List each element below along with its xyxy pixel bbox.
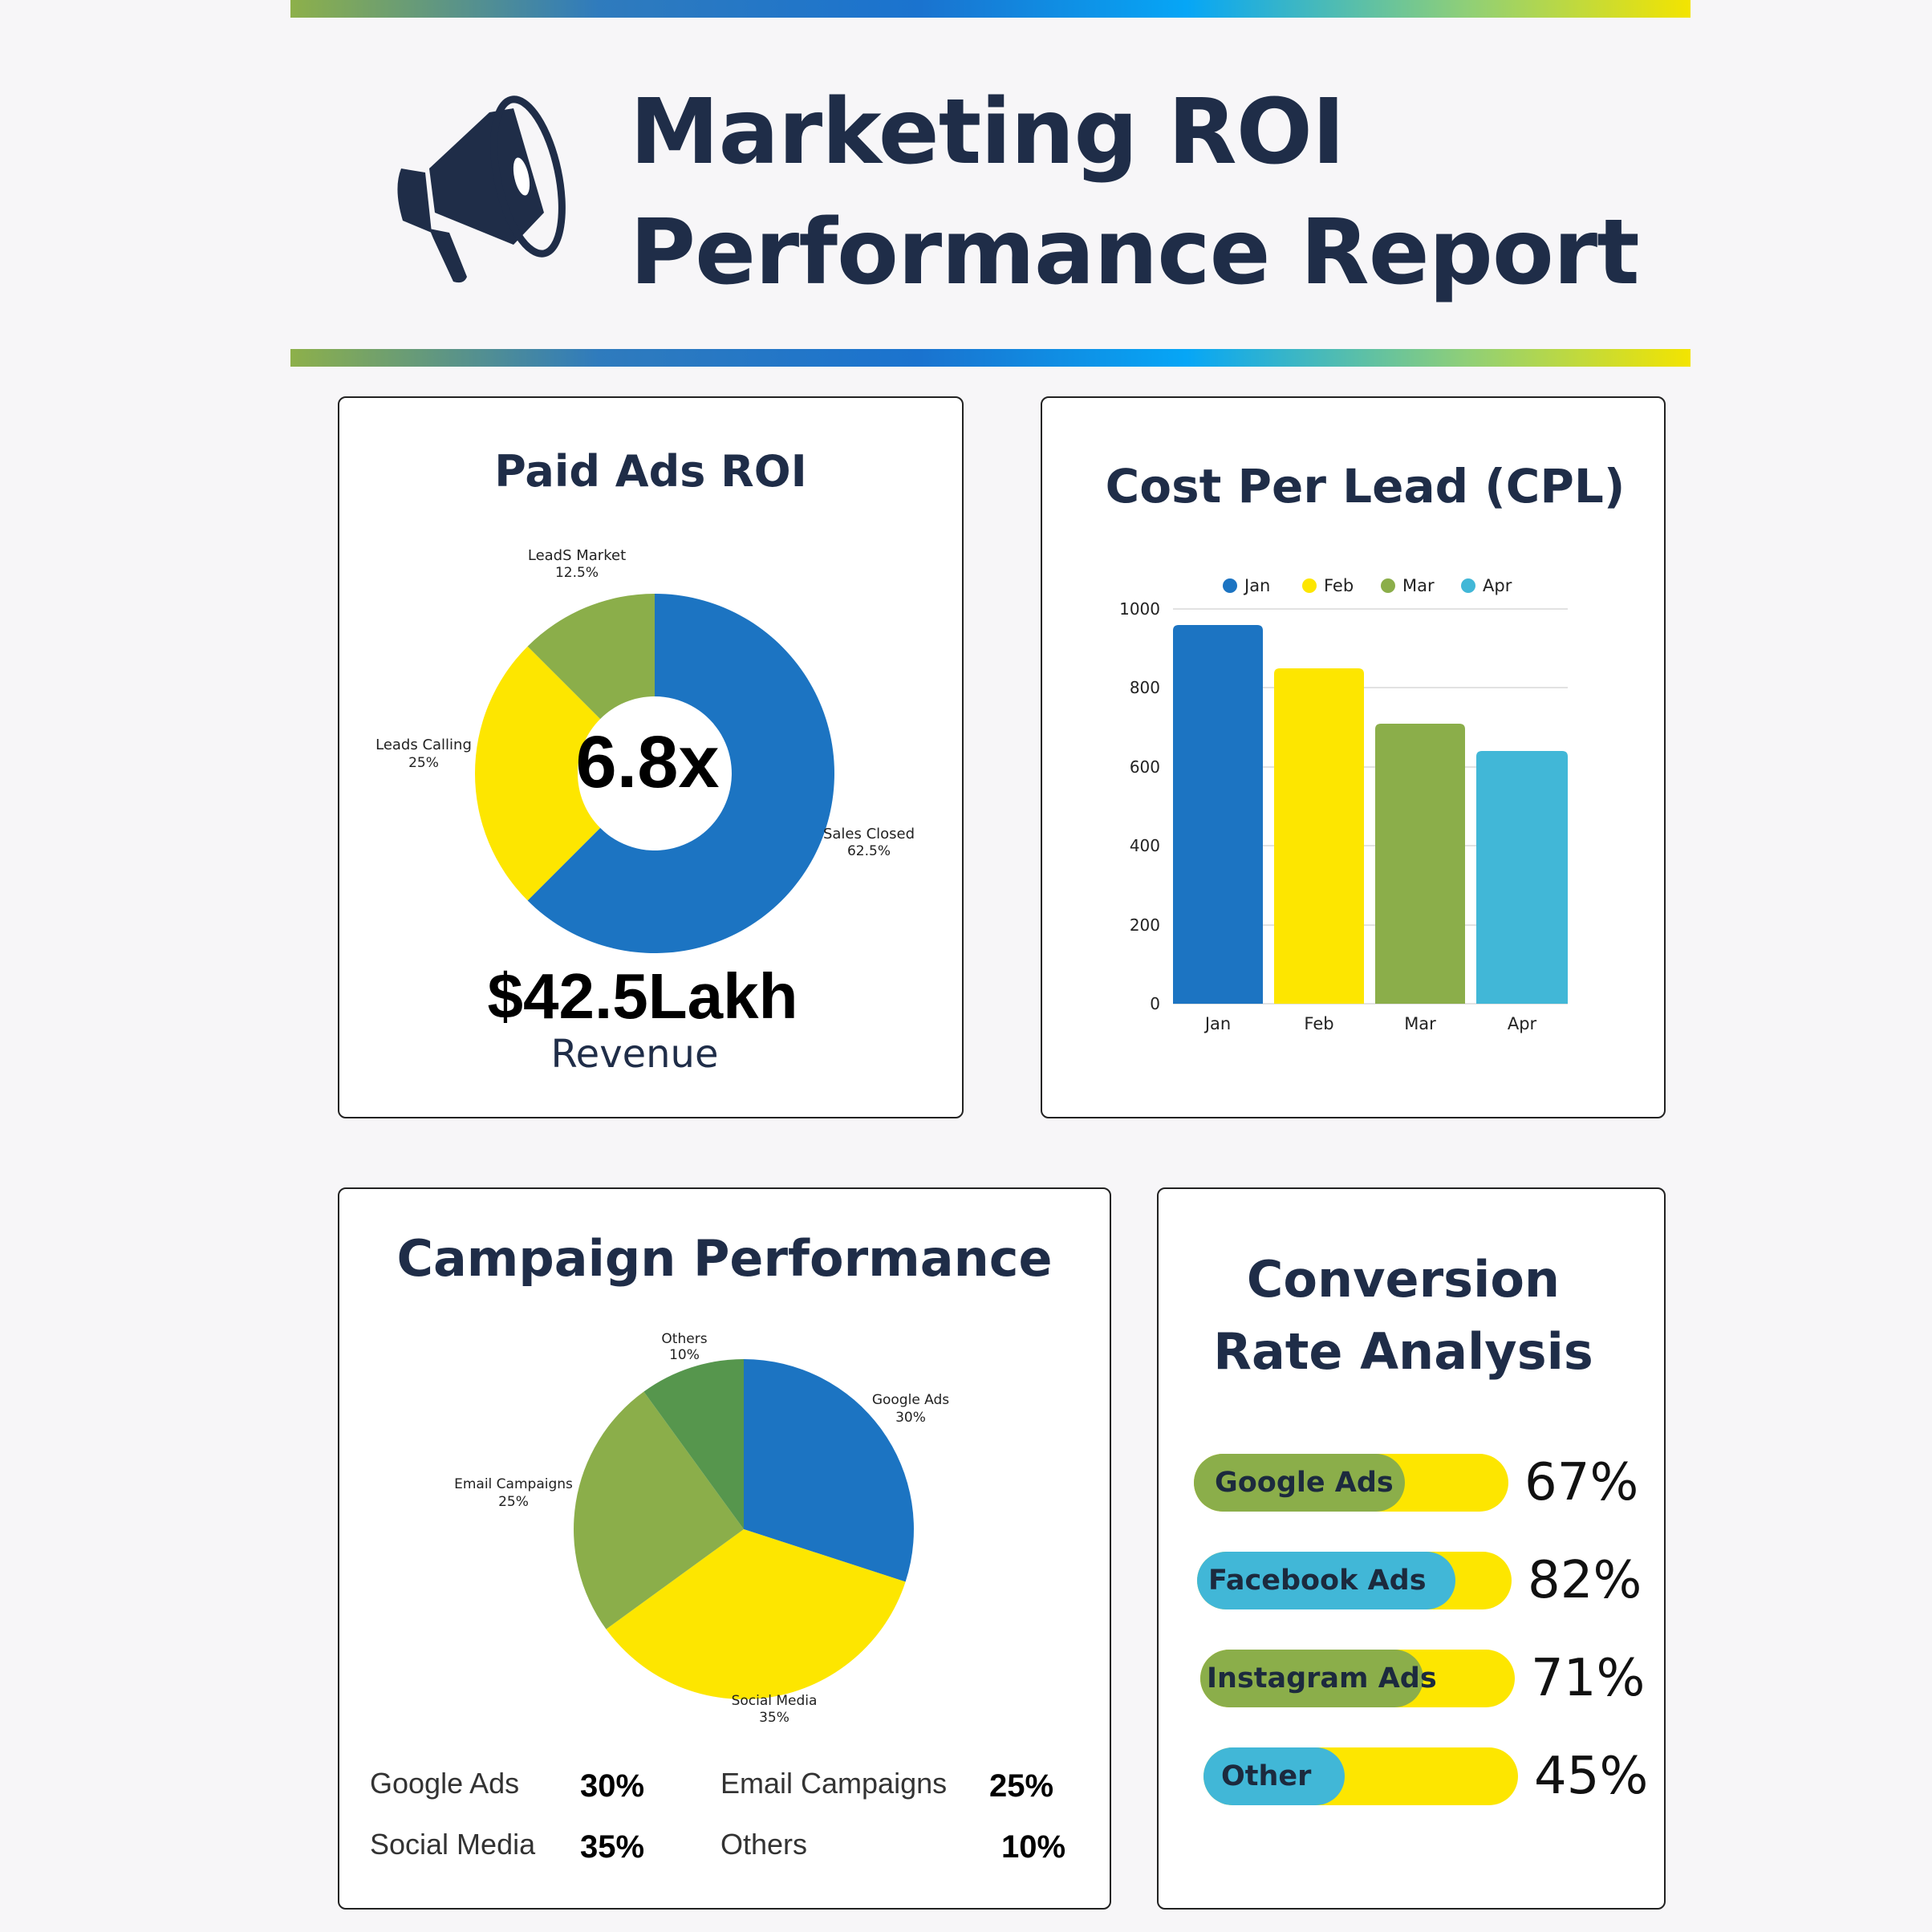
progress-fill xyxy=(1194,1454,1405,1512)
svg-text:200: 200 xyxy=(1130,915,1160,935)
paid-ads-roi-card: Paid Ads ROI LeadS Market 12.5% Leads Ca… xyxy=(338,396,964,1118)
svg-text:Apr: Apr xyxy=(1508,1014,1537,1033)
revenue-value: $42.5Lakh xyxy=(487,960,798,1032)
revenue-label: Revenue xyxy=(550,1032,719,1077)
legend-email-value: 25% xyxy=(989,1768,1054,1804)
legend-social-value: 35% xyxy=(580,1829,645,1865)
conversion-label: Instagram Ads xyxy=(1207,1662,1437,1695)
svg-text:62.5%: 62.5% xyxy=(847,843,891,859)
bar-apr xyxy=(1476,751,1568,1004)
svg-text:Feb: Feb xyxy=(1304,1014,1333,1033)
legend-others-value: 10% xyxy=(1001,1829,1066,1865)
conversion-pct: 82% xyxy=(1528,1551,1642,1610)
cpl-bar-chart: Jan Feb Mar Apr 1000 800 600 400 200 0 xyxy=(1119,576,1568,1033)
legend-others-name: Others xyxy=(720,1828,808,1861)
conversion-row-google-ads: Google Ads 67% xyxy=(1194,1453,1643,1512)
campaign-performance-card: Campaign Performance Others 10% Google A… xyxy=(338,1187,1111,1910)
progress-track xyxy=(1197,1552,1512,1609)
svg-text:25%: 25% xyxy=(408,755,439,771)
cpl-title: Cost Per Lead (CPL) xyxy=(1105,459,1626,513)
roi-multiplier: 6.8x xyxy=(575,721,720,803)
legend-google-ads-value: 30% xyxy=(580,1768,645,1804)
slice-label-others: Others xyxy=(661,1331,707,1347)
svg-text:Jan: Jan xyxy=(1203,1014,1231,1033)
bar-mar xyxy=(1375,724,1465,1004)
cpl-legend: Jan Feb Mar Apr xyxy=(1223,576,1512,595)
title-line-2: Performance Report xyxy=(630,201,1640,305)
conversion-pct: 67% xyxy=(1524,1453,1639,1512)
campaign-pie-chart: Others 10% Google Ads 30% Email Campaign… xyxy=(454,1331,949,1726)
cpl-card: Cost Per Lead (CPL) Jan Feb Mar Apr 1000… xyxy=(1041,396,1666,1118)
conversion-pct: 71% xyxy=(1531,1649,1646,1708)
conversion-title-line-1: Conversion xyxy=(1246,1250,1561,1309)
conversion-label: Facebook Ads xyxy=(1208,1565,1427,1597)
svg-text:Feb: Feb xyxy=(1324,576,1354,595)
svg-text:12.5%: 12.5% xyxy=(555,565,599,581)
conversion-row-instagram-ads: Instagram Ads 71% xyxy=(1200,1649,1650,1708)
conversion-pct: 45% xyxy=(1534,1747,1649,1806)
svg-text:400: 400 xyxy=(1130,836,1160,855)
progress-fill xyxy=(1197,1552,1455,1609)
conversion-row-other: Other 45% xyxy=(1203,1747,1653,1806)
svg-text:25%: 25% xyxy=(498,1494,529,1510)
svg-text:30%: 30% xyxy=(895,1410,926,1426)
legend-email-name: Email Campaigns xyxy=(720,1767,948,1800)
conversion-title-line-2: Rate Analysis xyxy=(1213,1322,1593,1381)
roi-donut-chart: LeadS Market 12.5% Leads Calling 25% Sal… xyxy=(375,547,915,953)
conversion-row-facebook-ads: Facebook Ads 82% xyxy=(1197,1551,1646,1610)
svg-text:1000: 1000 xyxy=(1119,599,1160,619)
report-title: Marketing ROI Performance Report xyxy=(630,72,1640,313)
svg-text:35%: 35% xyxy=(759,1710,789,1726)
conversion-rate-card: Conversion Rate Analysis Google Ads 67% … xyxy=(1157,1187,1666,1910)
svg-text:Jan: Jan xyxy=(1243,576,1270,595)
megaphone-icon xyxy=(397,95,566,283)
svg-text:Mar: Mar xyxy=(1404,1014,1436,1033)
slice-label-email: Email Campaigns xyxy=(454,1476,573,1492)
progress-track xyxy=(1194,1454,1508,1512)
campaign-title: Campaign Performance xyxy=(396,1229,1053,1288)
svg-text:600: 600 xyxy=(1130,757,1160,777)
legend-google-ads-name: Google Ads xyxy=(370,1767,520,1800)
legend-social-name: Social Media xyxy=(370,1828,536,1861)
progress-fill xyxy=(1203,1747,1345,1805)
svg-text:800: 800 xyxy=(1130,678,1160,697)
segment-label-leads-market: LeadS Market xyxy=(528,547,626,564)
conversion-label: Other xyxy=(1221,1760,1312,1792)
svg-text:0: 0 xyxy=(1150,994,1160,1013)
slice-label-social-media: Social Media xyxy=(732,1693,818,1709)
slice-label-google-ads: Google Ads xyxy=(872,1392,949,1408)
bar-jan xyxy=(1173,625,1263,1004)
svg-text:Mar: Mar xyxy=(1402,576,1435,595)
top-gradient-bar xyxy=(290,0,1690,18)
progress-track xyxy=(1200,1650,1515,1707)
svg-text:Apr: Apr xyxy=(1483,576,1512,595)
paid-ads-roi-title: Paid Ads ROI xyxy=(494,446,807,497)
title-line-1: Marketing ROI xyxy=(630,80,1346,185)
header-divider-bar xyxy=(290,349,1690,367)
conversion-label: Google Ads xyxy=(1215,1467,1394,1499)
progress-fill xyxy=(1200,1650,1423,1707)
bar-feb xyxy=(1274,668,1364,1004)
svg-text:10%: 10% xyxy=(669,1347,700,1363)
segment-label-leads-calling: Leads Calling xyxy=(375,737,472,753)
progress-track xyxy=(1203,1747,1518,1805)
segment-label-sales-closed: Sales Closed xyxy=(823,826,915,842)
